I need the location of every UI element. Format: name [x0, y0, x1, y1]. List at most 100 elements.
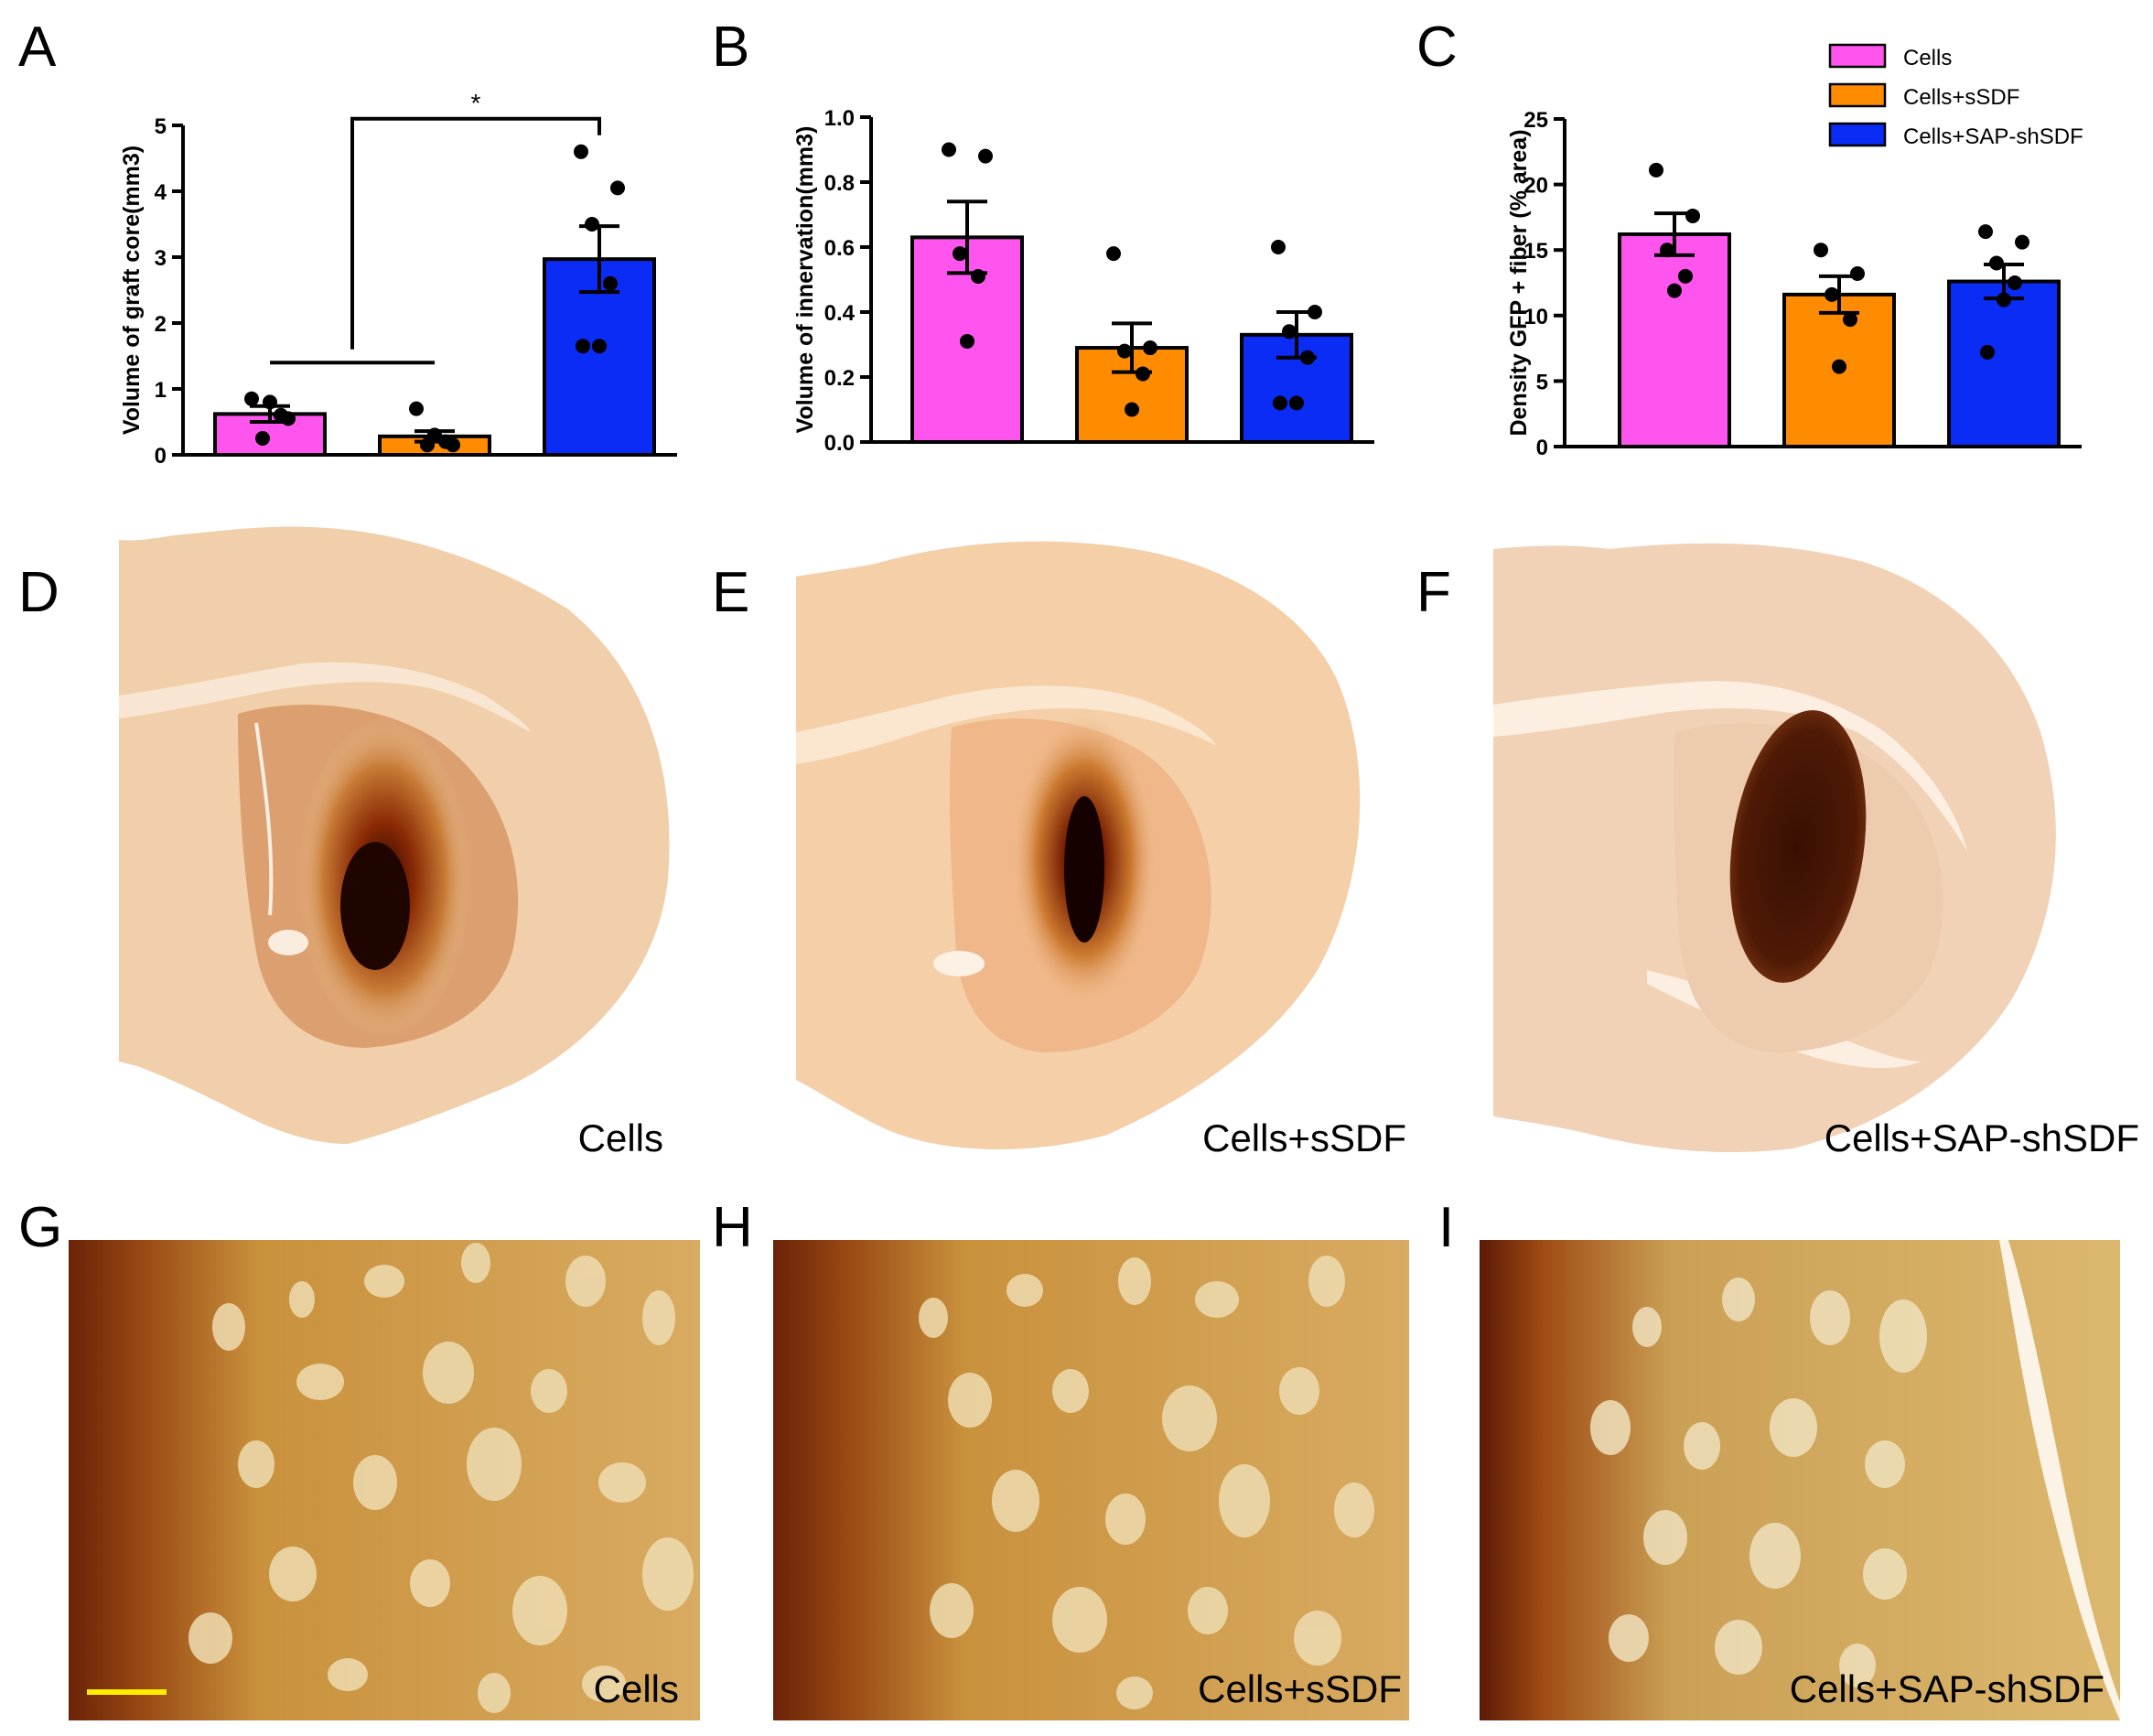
histology-texture-g	[188, 1243, 694, 1713]
significance-bracket	[350, 116, 601, 350]
panel-letter-h: H	[712, 1196, 753, 1259]
y-tick-label: 0.4	[824, 301, 856, 326]
caption-f: Cells+SAP-shSDF	[1825, 1116, 2139, 1159]
panel-letter-f: F	[1416, 561, 1451, 624]
data-point	[274, 407, 288, 423]
y-axis-label: Volume of innervation(mm3)	[792, 126, 818, 434]
data-point	[1117, 343, 1132, 359]
data-point	[2008, 275, 2022, 290]
y-tick-label: 4	[155, 180, 167, 205]
panel-letter-b: B	[712, 16, 749, 79]
data-point	[255, 431, 270, 446]
data-point	[1667, 283, 1682, 298]
y-tick-label: 5	[155, 114, 167, 139]
y-tick-label: 0.0	[824, 431, 855, 456]
corpus-callosum-e	[796, 685, 1217, 764]
y-tick-label: 0	[1536, 436, 1548, 460]
y-tick-label: 20	[1523, 174, 1548, 199]
panel-letter-g: G	[18, 1196, 62, 1259]
y-tick-label: 10	[1523, 305, 1548, 329]
data-point	[574, 144, 588, 159]
data-point	[1978, 224, 1993, 240]
y-tick-label: 0.2	[824, 366, 855, 391]
panel-letter-c: C	[1416, 16, 1458, 79]
data-point	[1143, 340, 1157, 356]
image-panel-d: Cells	[119, 526, 670, 1159]
data-point	[1282, 324, 1297, 340]
data-point	[2015, 234, 2029, 250]
panel-letter-i: I	[1438, 1196, 1454, 1259]
y-axis-label: Volume of graft core(mm3)	[119, 146, 145, 435]
y-tick-label: 0	[155, 444, 167, 469]
graft-core-f	[1729, 710, 1867, 983]
histology-texture-i	[1590, 1278, 1927, 1687]
y-tick-label: 0.6	[824, 236, 855, 261]
legend-swatch-cells-ssdf	[1828, 82, 1887, 108]
data-point	[1814, 243, 1828, 258]
data-point	[1997, 292, 2011, 307]
significance-marker: *	[471, 89, 481, 117]
data-point	[610, 180, 625, 196]
data-point	[1660, 243, 1674, 258]
data-point	[438, 434, 453, 449]
data-point	[953, 246, 967, 262]
ventricle-d	[268, 930, 308, 955]
data-point	[1989, 255, 2004, 271]
midline-d	[254, 722, 274, 916]
corpus-callosum-d	[119, 662, 531, 732]
data-point	[585, 217, 599, 232]
image-panel-e: Cells+sSDF	[796, 541, 1406, 1159]
y-tick-label: 1	[155, 378, 167, 403]
data-point	[1273, 395, 1287, 411]
data-point	[1125, 402, 1139, 417]
graft-center-d	[340, 842, 410, 970]
image-panel-i: Cells+SAP-shSDF	[1480, 1240, 2120, 1720]
data-point	[1308, 305, 1322, 319]
panel-letter-a: A	[18, 16, 57, 79]
corpus-callosum-f	[1493, 681, 1967, 851]
data-point	[1271, 240, 1286, 254]
bar	[1947, 279, 2061, 448]
caption-d: Cells	[578, 1116, 663, 1159]
data-point	[603, 275, 618, 291]
data-point	[1289, 395, 1304, 411]
caption-g: Cells	[594, 1667, 679, 1710]
data-point	[1300, 350, 1315, 365]
legend-label-cells: Cells	[1903, 46, 1952, 70]
data-point	[263, 394, 277, 410]
panel-letter-e: E	[712, 561, 749, 624]
data-point	[1843, 312, 1857, 328]
data-point	[1678, 268, 1693, 284]
data-point	[409, 401, 424, 416]
legend-swatch-cells-sap-shsdf	[1828, 122, 1887, 147]
image-panel-f: Cells+SAP-shSDF	[1493, 543, 2139, 1159]
data-point	[978, 148, 993, 164]
data-point	[1136, 366, 1150, 382]
image-panel-h: Cells+sSDF	[773, 1240, 1409, 1720]
data-point	[244, 391, 259, 406]
ventricle-e	[933, 951, 985, 976]
y-tick-label: 0.8	[824, 171, 855, 196]
legend-label-cells-ssdf: Cells+sSDF	[1903, 85, 2019, 110]
caption-e: Cells+sSDF	[1202, 1116, 1406, 1159]
data-point	[960, 333, 974, 349]
data-point	[427, 427, 442, 443]
graft-center-e	[1064, 796, 1104, 943]
y-axis-label: Density GFP + fiber (% area)	[1506, 129, 1532, 436]
image-panel-g: Cells	[69, 1240, 700, 1720]
legend-swatch-cells	[1828, 43, 1887, 69]
y-tick-label: 1.0	[824, 106, 855, 131]
data-point	[1850, 265, 1865, 281]
ventricle-edge-i	[1999, 1240, 2120, 1720]
data-point	[1649, 162, 1663, 178]
y-tick-label: 25	[1523, 108, 1548, 133]
bar	[1618, 232, 1731, 448]
scale-bar	[87, 1689, 167, 1695]
data-point	[942, 142, 956, 157]
data-point	[592, 339, 607, 354]
caption-h: Cells+sSDF	[1198, 1667, 1402, 1710]
data-point	[971, 268, 985, 284]
